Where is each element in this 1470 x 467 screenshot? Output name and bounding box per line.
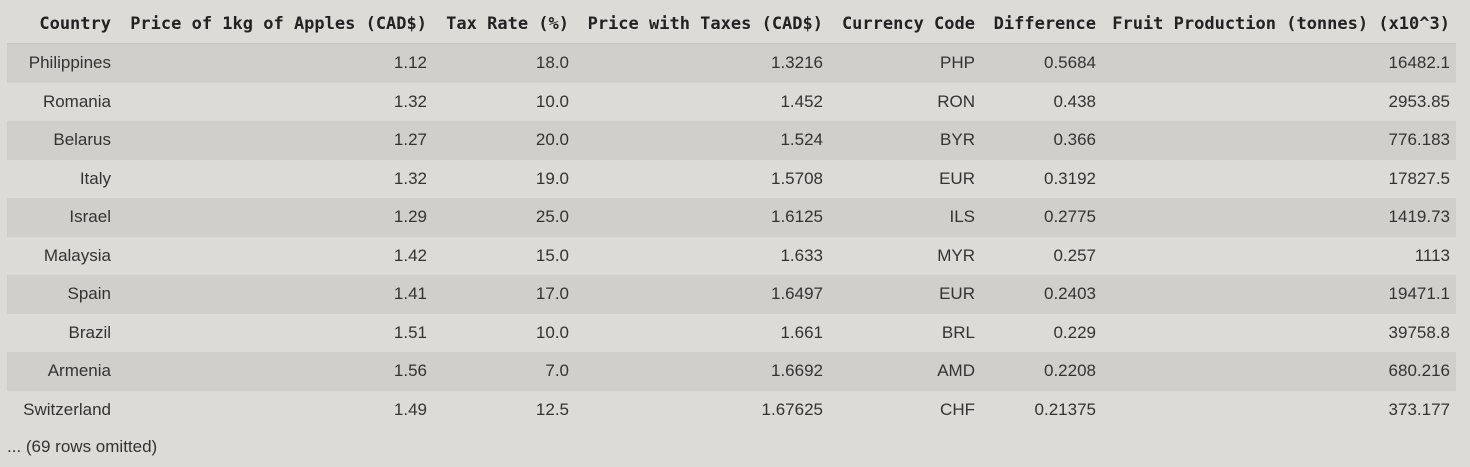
table-row: Italy 1.32 19.0 1.5708 EUR 0.3192 17827.…: [7, 159, 1456, 198]
cell-currency-code: BYR: [829, 121, 981, 160]
table-row: Brazil 1.51 10.0 1.661 BRL 0.229 39758.8: [7, 313, 1456, 352]
table-row: Israel 1.29 25.0 1.6125 ILS 0.2775 1419.…: [7, 198, 1456, 237]
column-header-difference: Difference: [981, 4, 1102, 44]
cell-difference: 0.257: [981, 236, 1102, 275]
cell-country: Malaysia: [7, 236, 117, 275]
cell-price: 1.41: [117, 275, 433, 314]
cell-fruit-production: 1113: [1102, 236, 1456, 275]
cell-price-with-taxes: 1.661: [575, 313, 829, 352]
cell-country: Romania: [7, 82, 117, 121]
cell-price-with-taxes: 1.6692: [575, 352, 829, 391]
cell-fruit-production: 1419.73: [1102, 198, 1456, 237]
cell-tax-rate: 10.0: [433, 313, 575, 352]
cell-difference: 0.3192: [981, 159, 1102, 198]
data-table: Country Price of 1kg of Apples (CAD$) Ta…: [7, 4, 1456, 429]
column-header-tax-rate: Tax Rate (%): [433, 4, 575, 44]
cell-country: Armenia: [7, 352, 117, 391]
cell-country: Philippines: [7, 43, 117, 83]
table-row: Malaysia 1.42 15.0 1.633 MYR 0.257 1113: [7, 236, 1456, 275]
cell-price-with-taxes: 1.524: [575, 121, 829, 160]
cell-tax-rate: 7.0: [433, 352, 575, 391]
cell-currency-code: EUR: [829, 275, 981, 314]
cell-price-with-taxes: 1.3216: [575, 43, 829, 83]
table-row: Belarus 1.27 20.0 1.524 BYR 0.366 776.18…: [7, 121, 1456, 160]
column-header-country: Country: [7, 4, 117, 44]
cell-currency-code: RON: [829, 82, 981, 121]
column-header-fruit-production: Fruit Production (tonnes) (x10^3): [1102, 4, 1456, 44]
cell-difference: 0.438: [981, 82, 1102, 121]
cell-price: 1.42: [117, 236, 433, 275]
table-row: Romania 1.32 10.0 1.452 RON 0.438 2953.8…: [7, 82, 1456, 121]
cell-country: Spain: [7, 275, 117, 314]
cell-price: 1.27: [117, 121, 433, 160]
cell-difference: 0.2775: [981, 198, 1102, 237]
cell-difference: 0.21375: [981, 390, 1102, 429]
cell-fruit-production: 16482.1: [1102, 43, 1456, 83]
header-row: Country Price of 1kg of Apples (CAD$) Ta…: [7, 4, 1456, 44]
cell-difference: 0.2208: [981, 352, 1102, 391]
cell-country: Italy: [7, 159, 117, 198]
cell-price-with-taxes: 1.633: [575, 236, 829, 275]
cell-currency-code: PHP: [829, 43, 981, 83]
cell-difference: 0.366: [981, 121, 1102, 160]
cell-fruit-production: 39758.8: [1102, 313, 1456, 352]
column-header-price: Price of 1kg of Apples (CAD$): [117, 4, 433, 44]
cell-tax-rate: 25.0: [433, 198, 575, 237]
cell-price: 1.29: [117, 198, 433, 237]
cell-difference: 0.5684: [981, 43, 1102, 83]
cell-price: 1.32: [117, 82, 433, 121]
cell-difference: 0.2403: [981, 275, 1102, 314]
cell-country: Brazil: [7, 313, 117, 352]
cell-country: Switzerland: [7, 390, 117, 429]
cell-price-with-taxes: 1.6497: [575, 275, 829, 314]
cell-price: 1.49: [117, 390, 433, 429]
cell-price: 1.51: [117, 313, 433, 352]
table-row: Switzerland 1.49 12.5 1.67625 CHF 0.2137…: [7, 390, 1456, 429]
cell-currency-code: BRL: [829, 313, 981, 352]
cell-tax-rate: 12.5: [433, 390, 575, 429]
cell-tax-rate: 17.0: [433, 275, 575, 314]
column-header-currency-code: Currency Code: [829, 4, 981, 44]
cell-tax-rate: 10.0: [433, 82, 575, 121]
cell-price: 1.56: [117, 352, 433, 391]
rows-omitted-note: ... (69 rows omitted): [7, 437, 158, 456]
table-row: Philippines 1.12 18.0 1.3216 PHP 0.5684 …: [7, 43, 1456, 83]
cell-tax-rate: 18.0: [433, 43, 575, 83]
cell-price: 1.12: [117, 43, 433, 83]
cell-fruit-production: 17827.5: [1102, 159, 1456, 198]
cell-tax-rate: 20.0: [433, 121, 575, 160]
cell-currency-code: CHF: [829, 390, 981, 429]
column-header-price-with-taxes: Price with Taxes (CAD$): [575, 4, 829, 44]
cell-currency-code: ILS: [829, 198, 981, 237]
cell-price-with-taxes: 1.5708: [575, 159, 829, 198]
table-row: Spain 1.41 17.0 1.6497 EUR 0.2403 19471.…: [7, 275, 1456, 314]
cell-fruit-production: 2953.85: [1102, 82, 1456, 121]
cell-fruit-production: 19471.1: [1102, 275, 1456, 314]
cell-fruit-production: 776.183: [1102, 121, 1456, 160]
cell-difference: 0.229: [981, 313, 1102, 352]
cell-price-with-taxes: 1.67625: [575, 390, 829, 429]
cell-price-with-taxes: 1.6125: [575, 198, 829, 237]
cell-currency-code: MYR: [829, 236, 981, 275]
cell-currency-code: AMD: [829, 352, 981, 391]
cell-fruit-production: 680.216: [1102, 352, 1456, 391]
cell-currency-code: EUR: [829, 159, 981, 198]
table-row: Armenia 1.56 7.0 1.6692 AMD 0.2208 680.2…: [7, 352, 1456, 391]
table-body: Philippines 1.12 18.0 1.3216 PHP 0.5684 …: [7, 43, 1456, 429]
cell-fruit-production: 373.177: [1102, 390, 1456, 429]
cell-price: 1.32: [117, 159, 433, 198]
table-header: Country Price of 1kg of Apples (CAD$) Ta…: [7, 4, 1456, 44]
cell-tax-rate: 19.0: [433, 159, 575, 198]
cell-country: Israel: [7, 198, 117, 237]
cell-country: Belarus: [7, 121, 117, 160]
cell-price-with-taxes: 1.452: [575, 82, 829, 121]
cell-tax-rate: 15.0: [433, 236, 575, 275]
